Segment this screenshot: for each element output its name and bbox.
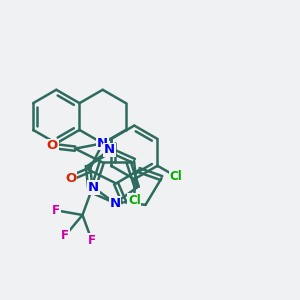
Text: N: N bbox=[110, 197, 121, 210]
Text: N: N bbox=[104, 143, 115, 157]
Text: N: N bbox=[97, 137, 108, 150]
Text: F: F bbox=[52, 204, 60, 217]
Text: O: O bbox=[65, 172, 76, 184]
Text: O: O bbox=[47, 140, 58, 152]
Text: F: F bbox=[61, 229, 69, 242]
Text: Cl: Cl bbox=[128, 194, 141, 207]
Text: Cl: Cl bbox=[170, 170, 182, 183]
Text: N: N bbox=[88, 181, 99, 194]
Text: N: N bbox=[97, 137, 108, 150]
Text: F: F bbox=[88, 234, 96, 247]
